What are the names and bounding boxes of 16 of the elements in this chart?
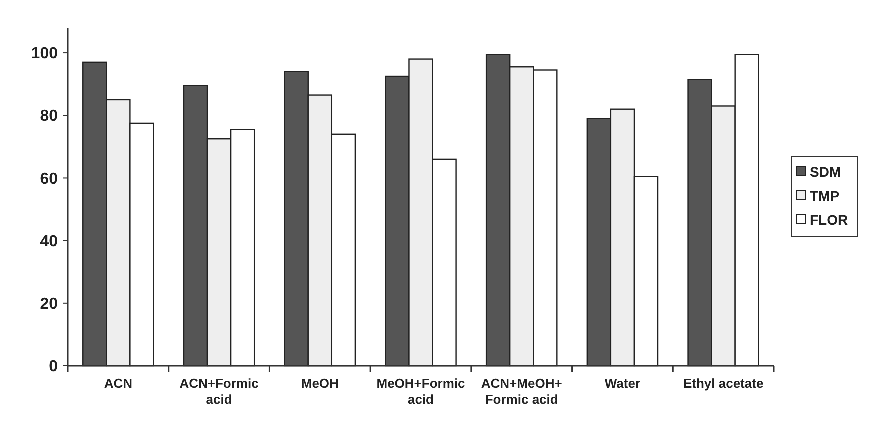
- x-tick-label: ACN: [104, 376, 133, 391]
- x-tick-label: Ethyl acetate: [683, 376, 764, 391]
- legend-label: SDM: [810, 164, 842, 180]
- y-tick-label: 60: [40, 170, 58, 188]
- legend-label: FLOR: [810, 212, 848, 228]
- y-tick-label: 40: [40, 233, 58, 250]
- x-tick-label: ACN+Formic acid: [180, 376, 259, 407]
- legend-label: TMP: [810, 188, 840, 204]
- y-tick-label: 0: [49, 358, 58, 376]
- x-tick-label: Water: [604, 376, 641, 391]
- y-tick-label: 100: [31, 46, 58, 63]
- x-tick-label: ACN+MeOH+Formic acid: [481, 376, 563, 407]
- y-tick-label: 20: [40, 296, 58, 314]
- y-tick-label: 80: [40, 108, 58, 126]
- x-tick-label: MeOH+Formic acid: [376, 376, 466, 407]
- x-tick-label: MeOH: [301, 376, 339, 391]
